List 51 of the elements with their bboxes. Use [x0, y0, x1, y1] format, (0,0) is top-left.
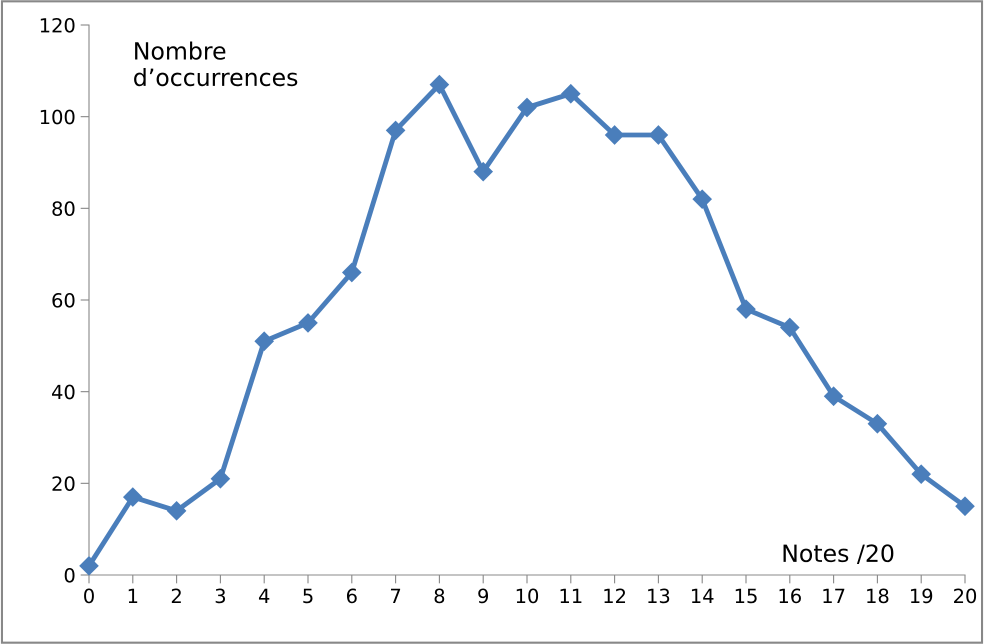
point: [342, 262, 362, 282]
point: [648, 125, 668, 145]
point: [167, 501, 186, 520]
point: [868, 414, 887, 434]
x-tick-label: 4: [258, 588, 270, 603]
x-tick-label: 15: [736, 588, 757, 604]
point: [210, 469, 230, 488]
y-tick-label: 80: [52, 201, 75, 216]
point: [824, 386, 844, 406]
point: [298, 313, 318, 332]
point: [912, 464, 931, 484]
point: [955, 496, 975, 516]
x-tick-label: 12: [604, 588, 626, 603]
x-tick-label: 20: [954, 588, 976, 604]
point: [254, 332, 274, 351]
point: [692, 190, 712, 209]
x-tick-label: 8: [434, 588, 444, 604]
x-tick-label: 3: [216, 588, 226, 604]
point: [736, 300, 756, 319]
y-axis-title: Nombre d’occurrences: [134, 42, 298, 86]
point: [430, 75, 449, 94]
x-tick-label: 18: [867, 588, 888, 604]
y-tick-label: 60: [52, 292, 75, 308]
y-tick-label: 120: [40, 18, 75, 33]
x-tick-label: 11: [560, 588, 582, 603]
point: [79, 556, 99, 576]
x-tick-label: 5: [303, 588, 312, 604]
x-tick-label: 10: [516, 588, 538, 604]
y-tick-label: 100: [40, 110, 75, 124]
point: [386, 120, 406, 140]
y-tick-label: 0: [64, 568, 75, 583]
x-axis-title: Notes /20: [784, 544, 894, 564]
point: [474, 162, 493, 182]
x-tick-label: 17: [823, 588, 844, 603]
y-tick-label: 40: [52, 384, 75, 400]
x-tick-label: 6: [346, 588, 357, 604]
x-tick-label: 14: [692, 588, 714, 603]
x-tick-label: 16: [780, 588, 801, 604]
x-tick-label: 1: [128, 588, 138, 603]
x-tick-label: 2: [172, 588, 181, 603]
x-tick-label: 0: [84, 588, 94, 604]
point: [561, 84, 580, 104]
point: [123, 488, 142, 507]
point: [605, 125, 624, 145]
x-tick-label: 9: [478, 588, 488, 604]
y-tick-label: 20: [52, 476, 75, 491]
x-tick-label: 13: [648, 588, 670, 604]
point: [780, 318, 800, 338]
x-tick-label: 19: [910, 588, 932, 604]
point: [517, 98, 537, 118]
x-tick-label: 7: [391, 588, 400, 603]
